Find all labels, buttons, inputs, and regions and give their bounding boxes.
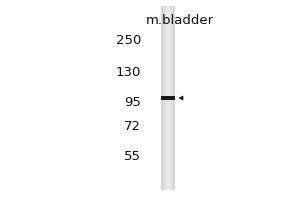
Text: 250: 250 — [116, 33, 141, 46]
Text: 130: 130 — [116, 66, 141, 78]
Text: m.bladder: m.bladder — [146, 14, 214, 27]
Text: 55: 55 — [124, 150, 141, 162]
Text: 95: 95 — [124, 96, 141, 108]
Bar — [161, 96, 175, 100]
Text: 72: 72 — [124, 119, 141, 132]
